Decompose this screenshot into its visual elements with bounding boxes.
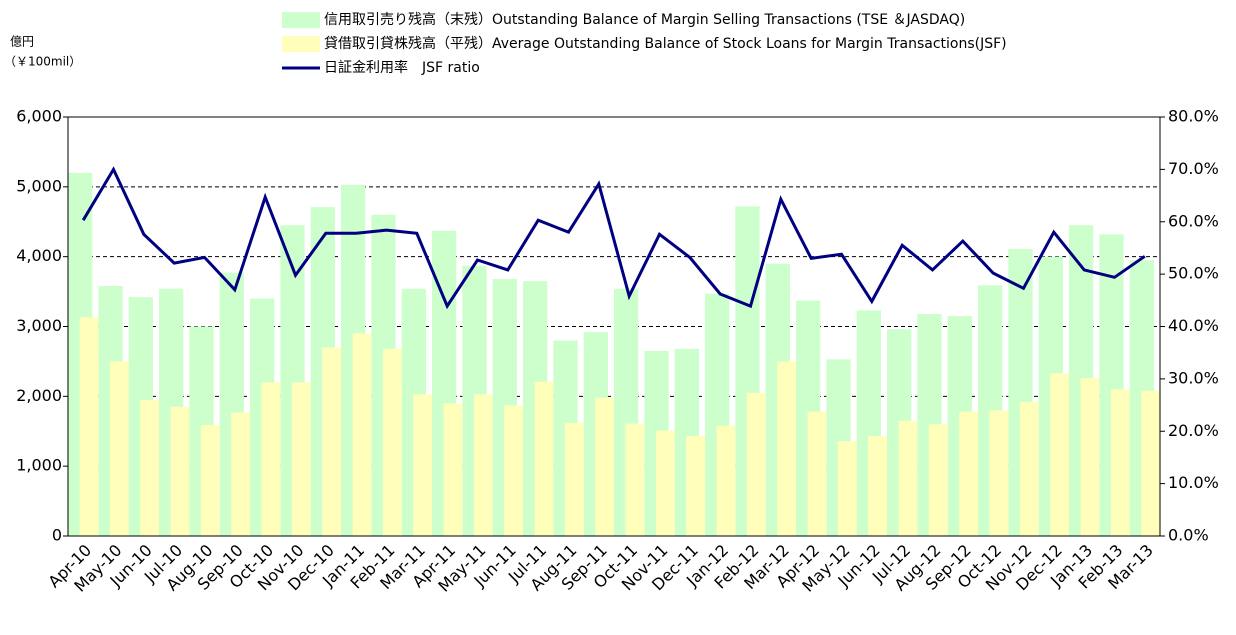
y-axis-label: 億円 [10, 35, 34, 49]
bar [413, 394, 432, 536]
y-tick-label: 2,000 [16, 386, 62, 405]
bar [1110, 389, 1130, 536]
y2-tick-label: 20.0% [1168, 421, 1219, 440]
bar [504, 405, 523, 536]
y2-tick-label: 0.0% [1168, 526, 1209, 545]
bar [898, 420, 918, 536]
bar [1080, 378, 1100, 536]
bar [231, 412, 250, 536]
y-axis-sublabel: （￥100mil） [4, 55, 81, 69]
y2-tick-label: 40.0% [1168, 316, 1219, 335]
line [81, 166, 1146, 310]
bar [1019, 401, 1039, 536]
bar [382, 348, 402, 536]
bar [989, 410, 1009, 536]
y-tick-label: 1,000 [16, 456, 62, 475]
legend-label: 日証金利用率 JSF ratio [324, 59, 480, 76]
bar [595, 397, 614, 536]
bar [928, 424, 948, 536]
plot-frame [67, 116, 1161, 537]
bar [564, 422, 584, 536]
bar [291, 382, 311, 536]
bar [200, 424, 220, 536]
y2-tick-label: 80.0% [1168, 107, 1219, 126]
bar [868, 436, 887, 536]
bar [807, 411, 827, 536]
bar [261, 382, 281, 536]
legend-label: 信用取引売り残高（末残）Outstanding Balance of Margi… [324, 11, 965, 28]
legend-swatch [282, 36, 320, 52]
y2-tick-label: 30.0% [1168, 368, 1219, 387]
bar [959, 411, 978, 536]
bar [352, 333, 372, 536]
bar [534, 381, 554, 536]
y2-tick-label: 10.0% [1168, 473, 1219, 492]
bar [686, 436, 705, 536]
bar [443, 403, 463, 536]
bar [837, 441, 857, 536]
y-tick-label: 0 [52, 526, 62, 545]
y-tick-label: 5,000 [16, 176, 62, 195]
y-tick-label: 4,000 [16, 246, 62, 265]
y2-tick-label: 50.0% [1168, 264, 1219, 283]
legend-swatch [282, 12, 320, 28]
y-tick-label: 6,000 [16, 107, 62, 126]
y-tick-label: 3,000 [16, 316, 62, 335]
bar [625, 423, 645, 536]
bar [716, 425, 736, 536]
bar [79, 317, 99, 536]
bar [109, 361, 129, 536]
bar [655, 430, 675, 536]
bar [1141, 390, 1160, 536]
y2-tick-label: 60.0% [1168, 211, 1219, 230]
y2-tick-label: 70.0% [1168, 159, 1219, 178]
legend-label: 貸借取引貸株残高（平残）Average Outstanding Balance … [324, 35, 1007, 52]
bar [170, 406, 190, 536]
bar [322, 347, 341, 536]
bar [140, 399, 159, 536]
bar [473, 394, 493, 536]
bar [777, 361, 796, 536]
bar [1050, 373, 1069, 536]
bar [746, 392, 766, 536]
